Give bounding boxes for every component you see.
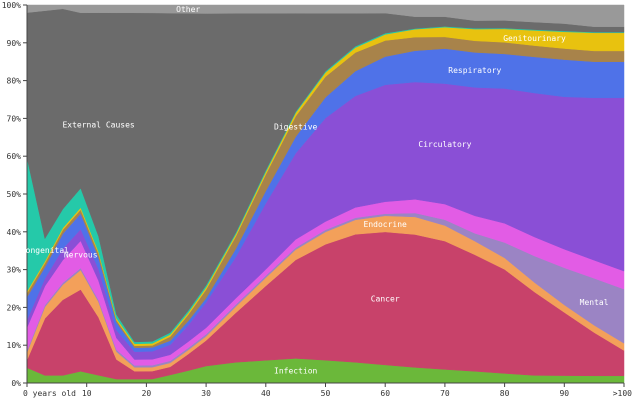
y-tick-label: 70% (7, 114, 22, 123)
area-label-endocrine: Endocrine (364, 220, 408, 229)
x-tick-label: 60 (380, 389, 390, 398)
y-tick-label: 60% (7, 152, 22, 161)
y-tick-label: 80% (7, 77, 22, 86)
y-tick-label: 10% (7, 341, 22, 350)
areas-layer (26, 4, 625, 384)
y-tick-label: 50% (7, 190, 22, 199)
y-tick-label: 90% (7, 39, 22, 48)
axes-layer: 0% 10% 20% 30% 40% 50% 60% 70% 80% 90% 100% 0 years… (2, 1, 632, 398)
x-tick-label: 50 (321, 389, 331, 398)
area-label-congenital: Congenital (21, 246, 69, 255)
y-tick-label: 20% (7, 303, 22, 312)
area-label-cancer: Cancer (371, 294, 400, 303)
labels-layer: Infection Cancer Endocrine Mental Nervous Cir… (21, 5, 609, 376)
x-tick-label: >100 (613, 389, 632, 398)
area-label-other: Other (176, 5, 200, 14)
x-tick-label: 40 (261, 389, 271, 398)
y-tick-label: 40% (7, 228, 22, 237)
area-other (26, 4, 625, 27)
y-tick-label: 0% (11, 379, 21, 388)
x-tick-label: 0 years old (23, 389, 76, 398)
area-label-external-causes: External Causes (62, 121, 134, 130)
x-tick-label: 80 (500, 389, 510, 398)
area-label-nervous: Nervous (64, 250, 98, 259)
area-label-infection: Infection (274, 367, 318, 376)
x-tick-label: 30 (201, 389, 211, 398)
area-label-circulatory: Circulatory (418, 140, 471, 149)
y-tick-label: 100% (2, 1, 21, 10)
area-label-mental: Mental (580, 298, 609, 307)
x-tick-label: 70 (440, 389, 450, 398)
y-tick-label: 30% (7, 266, 22, 275)
area-label-digestive: Digestive (274, 123, 318, 132)
x-tick-label: 20 (142, 389, 152, 398)
area-label-genitourinary: Genitourinary (503, 34, 566, 43)
x-tick-label: 10 (82, 389, 92, 398)
x-tick-label: 90 (559, 389, 569, 398)
area-label-respiratory: Respiratory (448, 66, 501, 75)
